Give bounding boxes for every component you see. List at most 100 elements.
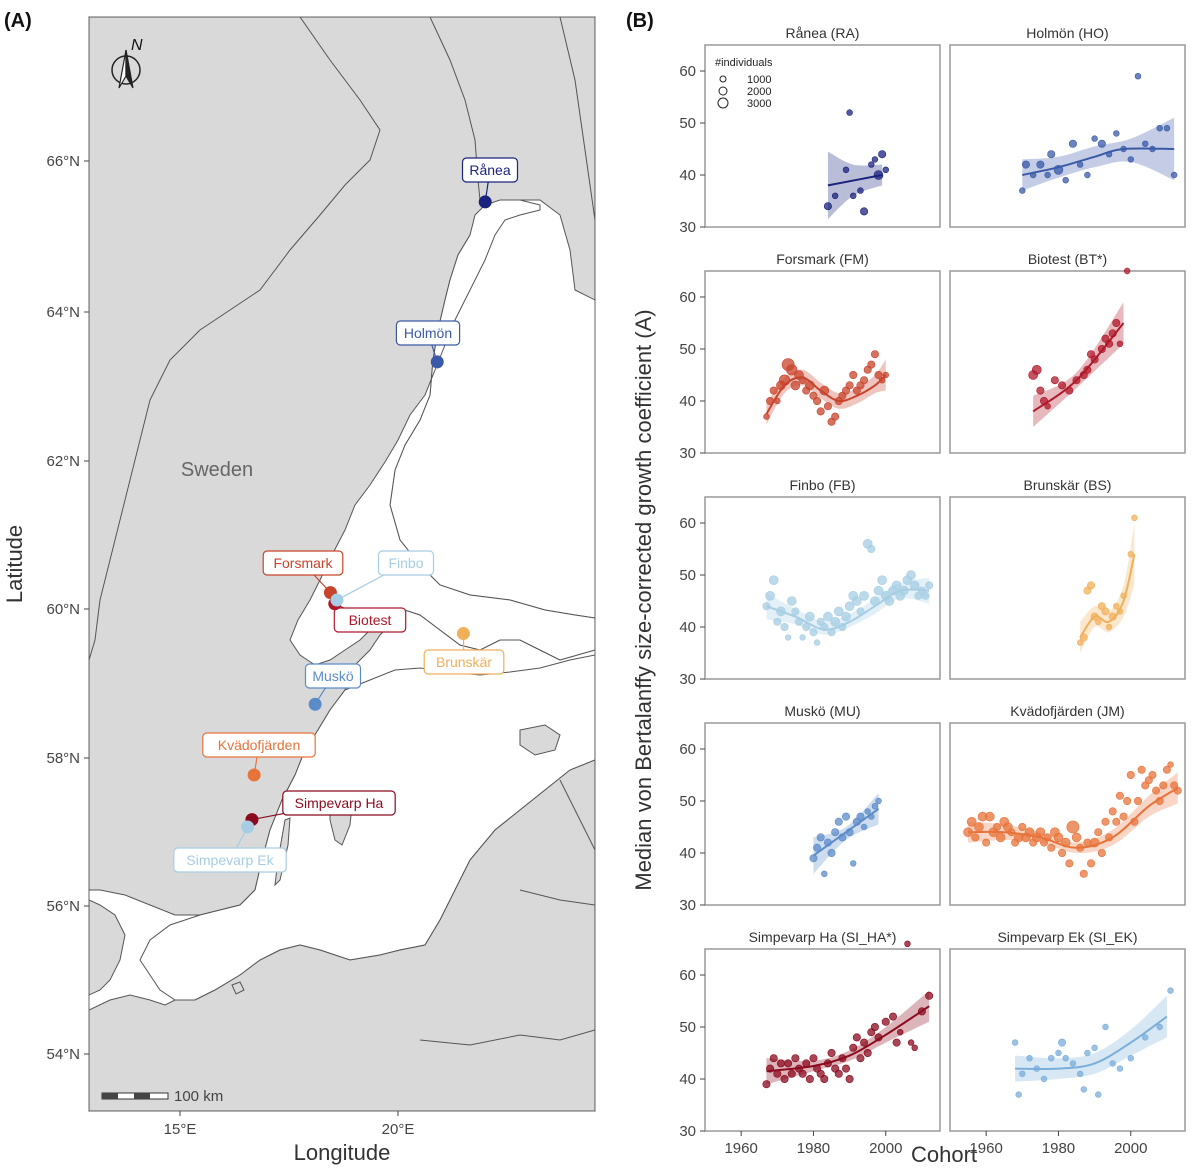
data-point [813,843,822,852]
y-tick-label: 60 [679,289,696,306]
data-point [816,407,825,416]
legend-title: #individuals [715,57,773,69]
y-tick-label: 40 [679,167,696,184]
fit-line [1032,322,1125,413]
data-point [864,808,871,815]
facet-title: Rånea (RA) [786,25,860,41]
data-point [844,601,855,612]
data-point [841,812,850,821]
facet-panel: Forsmark (FM) 30 40 50 60 [679,251,941,462]
data-point [820,1075,829,1084]
data-point [1048,1054,1055,1062]
facet-title: Finbo (FB) [789,477,855,493]
data-point [813,639,821,646]
data-point [1127,550,1134,558]
site-label: Kvädofjärden [218,737,301,753]
data-point [860,376,869,385]
data-point [1058,1038,1067,1047]
data-point [1066,820,1080,834]
y-tick-label: 40 [679,1071,696,1088]
y-tick-label: 50 [679,341,696,358]
data-point [763,413,770,420]
data-point [1113,130,1120,137]
site-label-box [202,732,316,758]
data-point [834,817,843,826]
site-marker: Brunskär [423,627,505,675]
data-point [778,374,791,386]
data-point [1091,135,1098,142]
data-point [1021,160,1030,169]
data-point [906,570,916,580]
site-marker: Forsmark [262,550,344,600]
site-marker: Muskö [304,663,362,711]
facet-frame [704,270,941,454]
y-tick-label: 40 [679,619,696,636]
data-point [1094,828,1103,837]
lat-tick-58: 58°N [46,750,80,767]
y-tick-label: 60 [679,515,696,532]
data-point [813,396,822,405]
fit-line [968,787,1179,849]
data-point [802,622,811,631]
data-point [846,109,853,116]
y-tick-label: 60 [679,741,696,758]
data-point [1170,171,1178,179]
border-sweden-finland [429,17,481,201]
y-tick-label: 60 [679,967,696,984]
data-point [784,1059,793,1068]
border-south [419,1029,595,1046]
data-point [1101,607,1110,616]
data-point [1091,1044,1098,1052]
site-point [430,355,444,369]
data-point [870,350,879,359]
data-point [816,833,825,842]
data-point [1113,602,1120,610]
facet-title: Forsmark (FM) [776,251,869,267]
data-point [1044,171,1051,179]
data-point [871,156,879,163]
data-point [1134,72,1142,80]
facet-title: Biotest (BT*) [1028,251,1107,267]
facet-panel: Simpevarp Ek (SI_EK) 1960 1980 2000 [949,929,1186,1157]
data-point [823,202,832,211]
data-point [984,811,995,822]
data-point [925,991,934,1000]
map-ylabel: Latitude [2,525,27,603]
data-point [776,1059,785,1068]
data-point [860,823,868,831]
site-marker: Holmön [395,320,461,369]
data-point [1162,765,1171,774]
y-tick-label: 30 [679,671,696,688]
legend-entry: 3000 [747,98,771,110]
data-point [911,1044,918,1052]
x-tick-label: 2000 [869,1140,902,1157]
fit-line [827,174,883,187]
data-point [1115,791,1124,800]
data-point [762,1080,771,1089]
data-point [925,581,934,590]
fit-line [812,807,880,857]
lat-tick-64: 64°N [46,304,80,321]
data-point [809,1054,818,1063]
lon-ticks: 15°E 20°E [164,1111,414,1138]
panel-b-letter: (B) [626,10,654,32]
x-tick-label: 2000 [1114,1140,1147,1157]
data-point [867,360,876,369]
data-point [1112,817,1121,826]
data-point [892,1038,901,1047]
data-point [1105,623,1113,631]
site-label: Finbo [388,555,423,571]
data-point [857,187,864,194]
site-label: Holmön [404,325,452,341]
data-point [1109,1060,1116,1067]
facet-panel: Biotest (BT*) [949,251,1186,454]
confidence-band [766,990,930,1085]
facet-title: Simpevarp Ha (SI_HA*) [749,929,897,945]
site-label: Forsmark [273,555,333,571]
data-point [787,1069,796,1078]
estonia-islands [519,724,561,756]
data-point [1119,812,1128,821]
facet-panel: Simpevarp Ha (SI_HA*) 30 40 50 60 1960 1980 200… [679,929,941,1157]
data-point [921,591,930,600]
